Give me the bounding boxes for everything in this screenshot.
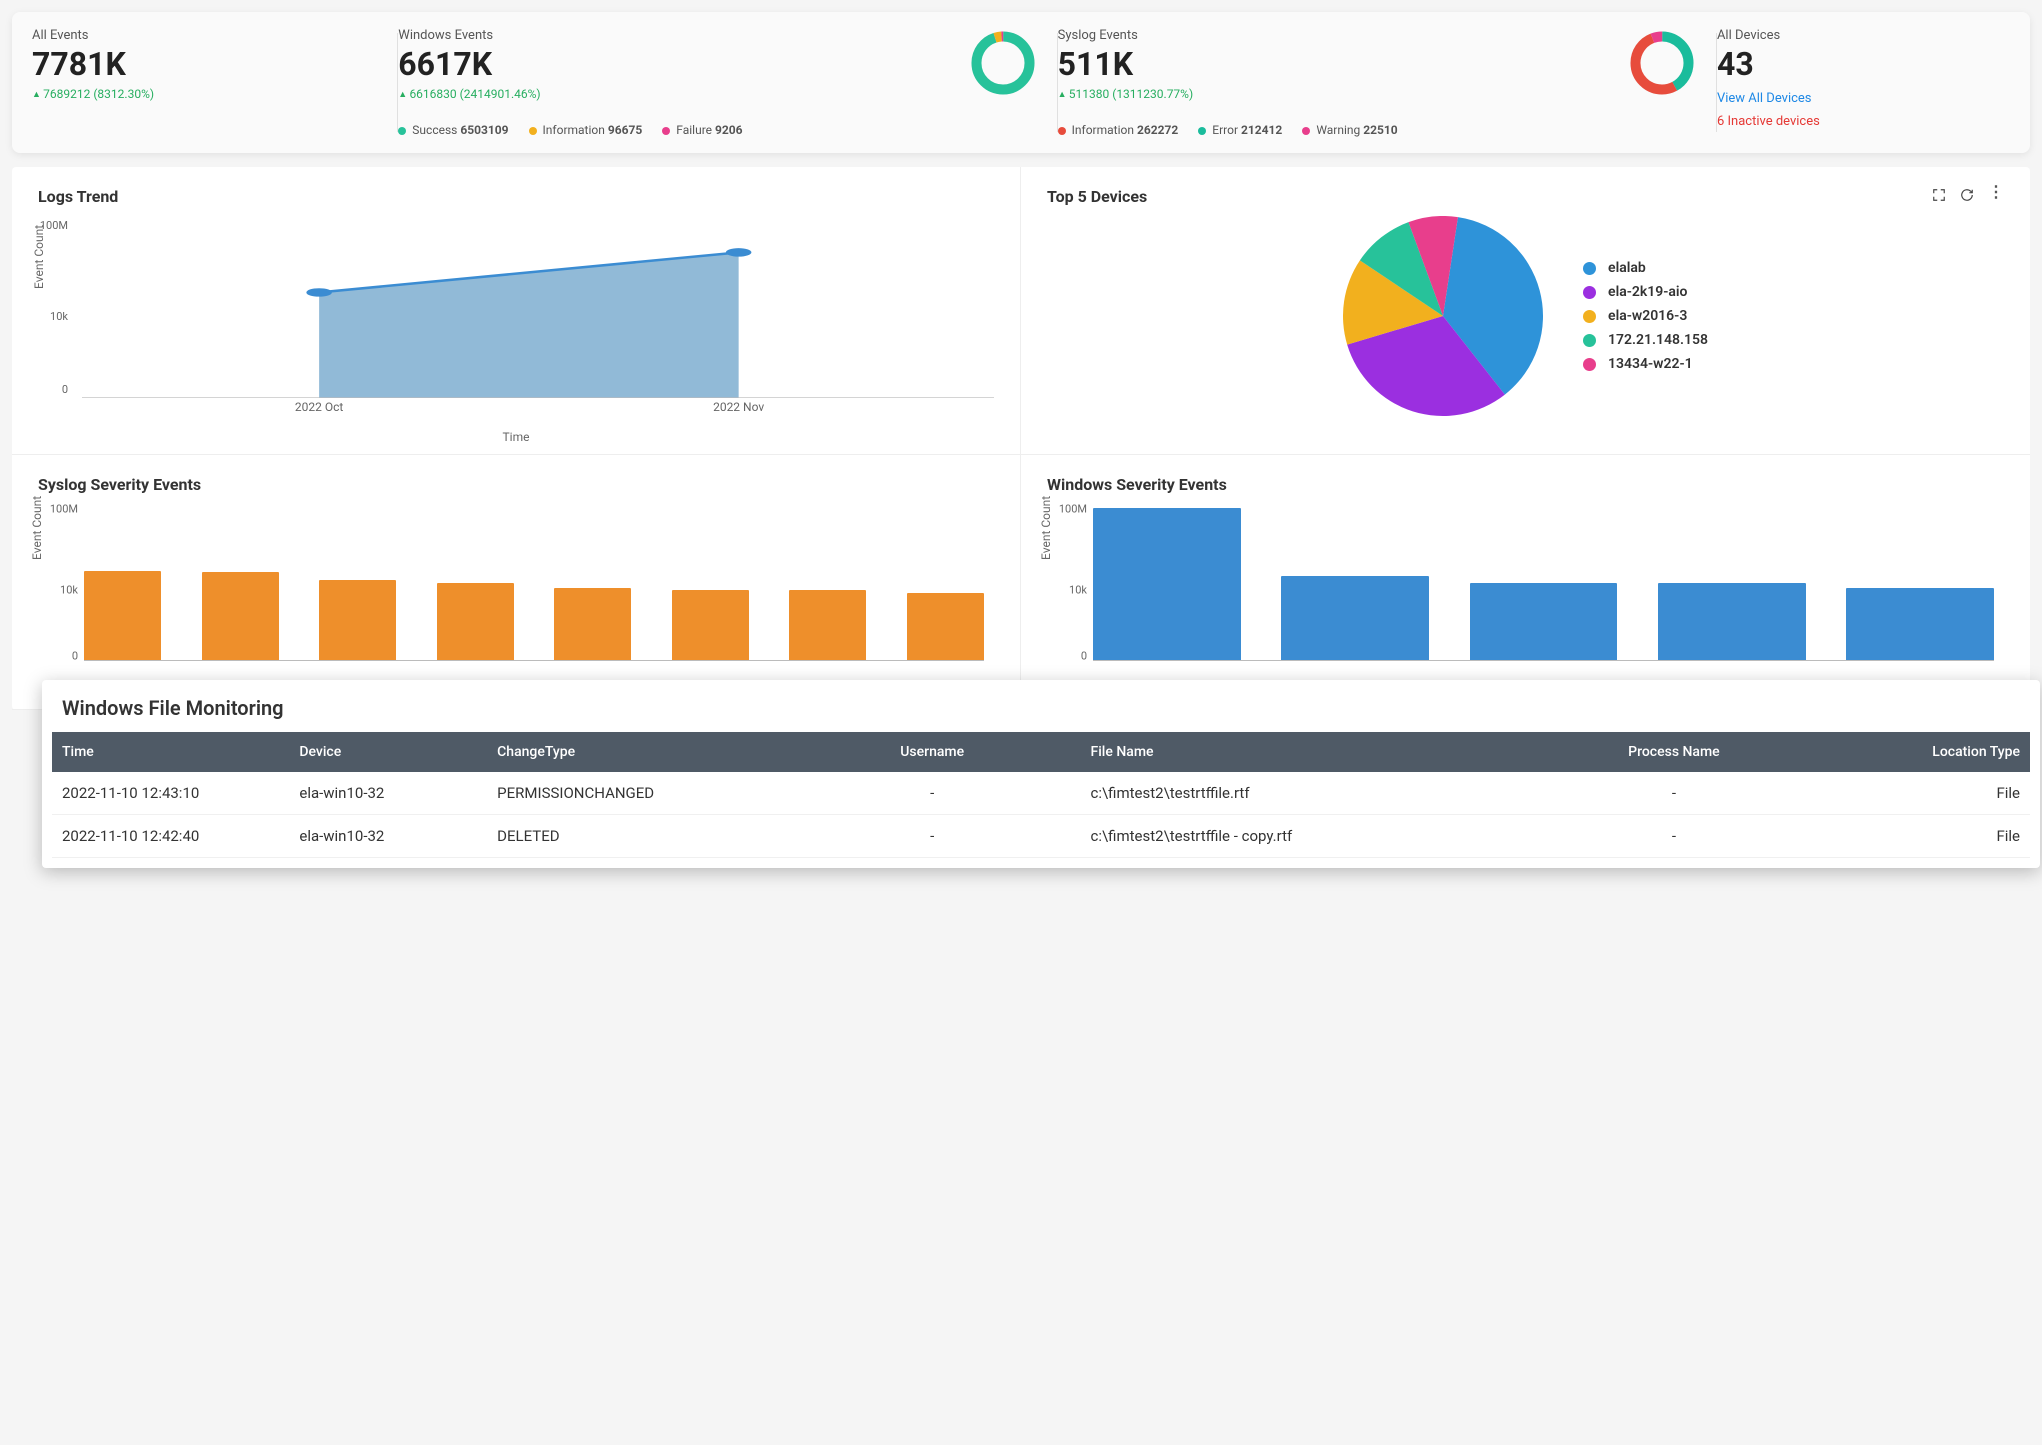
stat-label: Syslog Events (1058, 28, 1194, 43)
inactive-devices-text: 6 Inactive devices (1717, 114, 2010, 129)
logs-trend-chart: Event Count 100M10k0 2022 Oct2022 Nov (38, 216, 994, 426)
legend-item: Information 96675 (529, 123, 643, 137)
table-cell: ela-win10-32 (289, 772, 487, 815)
bar (1470, 583, 1618, 661)
table-row[interactable]: 2022-11-10 12:43:10ela-win10-32PERMISSIO… (52, 772, 2030, 815)
table-cell: - (784, 815, 1081, 858)
legend-item: 172.21.148.158 (1583, 332, 1708, 348)
x-axis-label: Time (38, 430, 994, 444)
table-cell: c:\fimtest2\testrtffile - copy.rtf (1081, 815, 1516, 858)
summary-stats-panel: All Events 7781K 7689212 (8312.30%) Wind… (12, 12, 2030, 153)
table-header: Device (289, 732, 487, 772)
table-cell: - (1516, 772, 1832, 815)
table-cell: c:\fimtest2\testrtffile.rtf (1081, 772, 1516, 815)
syslog-events-donut (1627, 28, 1697, 98)
stat-value: 7781K (32, 45, 398, 83)
syslog-severity-panel: Syslog Severity Events Event Count 100M1… (12, 455, 1021, 710)
stat-delta: 6616830 (2414901.46%) (398, 87, 540, 101)
table-header: Username (784, 732, 1081, 772)
stat-delta: 511380 (1311230.77%) (1058, 87, 1194, 101)
legend-item: ela-w2016-3 (1583, 308, 1708, 324)
windows-events-legend: Success 6503109 Information 96675 Failure … (398, 123, 1057, 137)
bar (319, 580, 396, 661)
table-header: ChangeType (487, 732, 784, 772)
stat-syslog-events: Syslog Events 511K 511380 (1311230.77%) … (1058, 28, 1717, 137)
windows-severity-panel: Windows Severity Events Event Count 100M… (1021, 455, 2030, 710)
bar (437, 583, 514, 662)
stat-all-events: All Events 7781K 7689212 (8312.30%) (32, 28, 398, 137)
bar (789, 590, 866, 661)
file-monitoring-table: TimeDeviceChangeTypeUsernameFile NamePro… (52, 732, 2030, 858)
legend-item: Error 212412 (1198, 123, 1282, 137)
panel-title: Windows Severity Events (1047, 475, 1227, 494)
legend-item: Success 6503109 (398, 123, 508, 137)
table-cell: DELETED (487, 815, 784, 858)
legend-item: Warning 22510 (1302, 123, 1397, 137)
stat-label: All Events (32, 28, 398, 43)
bar (1281, 576, 1429, 661)
table-title: Windows File Monitoring (42, 696, 2040, 732)
view-all-devices-link[interactable]: View All Devices (1717, 91, 2010, 106)
top-devices-pie-chart (1343, 216, 1543, 416)
table-cell: 2022-11-10 12:43:10 (52, 772, 289, 815)
bar (84, 571, 161, 661)
bar (907, 593, 984, 661)
file-monitoring-panel: Windows File Monitoring TimeDeviceChange… (42, 680, 2040, 868)
bar (202, 572, 279, 661)
legend-item: Information 262272 (1058, 123, 1179, 137)
stat-delta: 7689212 (8312.30%) (32, 87, 398, 101)
panel-title: Top 5 Devices (1047, 187, 1147, 206)
windows-severity-chart: Event Count 100M10k0 (1047, 504, 2004, 679)
stat-all-devices: All Devices 43 View All Devices 6 Inacti… (1717, 28, 2010, 137)
table-header: Location Type (1832, 732, 2030, 772)
charts-grid: Logs Trend Event Count 100M10k0 2022 Oct… (12, 167, 2030, 710)
legend-item: Failure 9206 (662, 123, 742, 137)
table-header: Process Name (1516, 732, 1832, 772)
stat-value: 6617K (398, 45, 540, 83)
stat-value: 43 (1717, 45, 2010, 83)
stat-label: Windows Events (398, 28, 540, 43)
stat-windows-events: Windows Events 6617K 6616830 (2414901.46… (398, 28, 1057, 137)
table-header: File Name (1081, 732, 1516, 772)
stat-label: All Devices (1717, 28, 2010, 43)
table-cell: - (784, 772, 1081, 815)
legend-item: 13434-w22-1 (1583, 356, 1708, 372)
refresh-icon[interactable] (1960, 187, 1974, 206)
table-cell: File (1832, 772, 2030, 815)
bar (1846, 588, 1994, 661)
table-cell: - (1516, 815, 1832, 858)
panel-title: Logs Trend (38, 187, 118, 206)
table-cell: 2022-11-10 12:42:40 (52, 815, 289, 858)
table-cell: ela-win10-32 (289, 815, 487, 858)
bar (672, 590, 749, 661)
bar (1658, 583, 1806, 661)
more-icon[interactable]: ⋮ (1988, 187, 2004, 206)
syslog-events-legend: Information 262272 Error 212412 Warning 22… (1058, 123, 1717, 137)
table-cell: File (1832, 815, 2030, 858)
y-axis-label: Event Count (32, 225, 46, 289)
windows-events-donut (968, 28, 1038, 98)
panel-title: Syslog Severity Events (38, 475, 201, 494)
expand-icon[interactable] (1932, 187, 1946, 206)
table-header: Time (52, 732, 289, 772)
top-devices-legend: elalab ela-2k19-aio ela-w2016-3 172.21.148.… (1583, 252, 1708, 380)
bar (554, 588, 631, 661)
logs-trend-panel: Logs Trend Event Count 100M10k0 2022 Oct… (12, 167, 1021, 455)
bar (1093, 508, 1241, 661)
table-cell: PERMISSIONCHANGED (487, 772, 784, 815)
legend-item: ela-2k19-aio (1583, 284, 1708, 300)
stat-value: 511K (1058, 45, 1194, 83)
table-row[interactable]: 2022-11-10 12:42:40ela-win10-32DELETED-c… (52, 815, 2030, 858)
legend-item: elalab (1583, 260, 1708, 276)
top-devices-panel: Top 5 Devices ⋮ elalab ela-2k19-aio ela-w2… (1021, 167, 2030, 455)
syslog-severity-chart: Event Count 100M10k0 (38, 504, 994, 679)
